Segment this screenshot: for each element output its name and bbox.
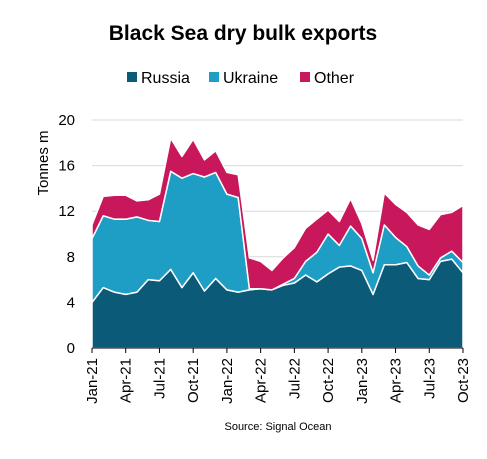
x-axis-ticks: Jan-21 Apr-21 Jul-21 Oct-21 Jan-22 Apr-22 Jul-…	[84, 348, 472, 404]
x-tick-label: Apr-23	[388, 358, 405, 403]
x-tick-label: Apr-22	[253, 358, 270, 403]
area-series-other	[91, 137, 464, 291]
chart-title: Black Sea dry bulk exports	[109, 22, 377, 45]
y-tick-label: 12	[58, 203, 75, 220]
x-tick-label: Apr-21	[118, 358, 135, 403]
legend-swatch-other	[300, 72, 310, 82]
legend-swatch-ukraine	[209, 72, 219, 82]
source-note: Source: Signal Ocean	[224, 421, 331, 433]
x-tick-label: Jul-22	[286, 358, 303, 399]
x-tick-label: Oct-22	[320, 358, 337, 403]
x-tick-label: Jan-21	[84, 358, 101, 404]
x-tick-label: Oct-23	[455, 358, 472, 403]
legend: Russia Ukraine Other	[127, 70, 355, 87]
y-tick-label: 0	[67, 340, 75, 357]
x-tick-label: Jul-23	[421, 358, 438, 399]
x-tick-label: Oct-21	[185, 358, 202, 403]
plot-areas	[91, 137, 464, 349]
y-tick-label: 8	[67, 249, 75, 266]
legend-swatch-russia	[127, 72, 137, 82]
y-tick-label: 16	[58, 158, 75, 175]
y-tick-label: 20	[58, 112, 75, 129]
x-tick-label: Jan-23	[354, 358, 371, 404]
y-tick-label: 4	[67, 294, 75, 311]
x-tick-label: Jul-21	[152, 358, 169, 399]
y-axis-label: Tonnes m	[35, 130, 52, 195]
y-axis-ticks: 0 4 8 12 16 20	[58, 112, 75, 357]
legend-label-other: Other	[314, 70, 355, 87]
legend-label-russia: Russia	[141, 70, 190, 87]
legend-label-ukraine: Ukraine	[223, 70, 278, 87]
x-tick-label: Jan-22	[219, 358, 236, 404]
